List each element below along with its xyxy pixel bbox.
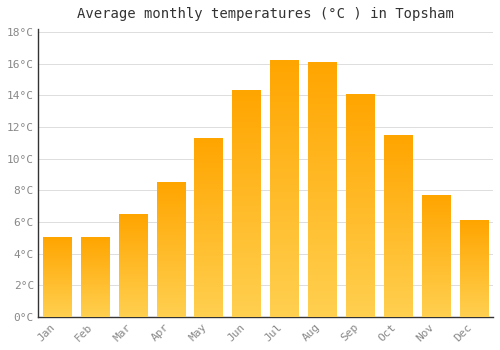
Title: Average monthly temperatures (°C ) in Topsham: Average monthly temperatures (°C ) in To…	[77, 7, 454, 21]
